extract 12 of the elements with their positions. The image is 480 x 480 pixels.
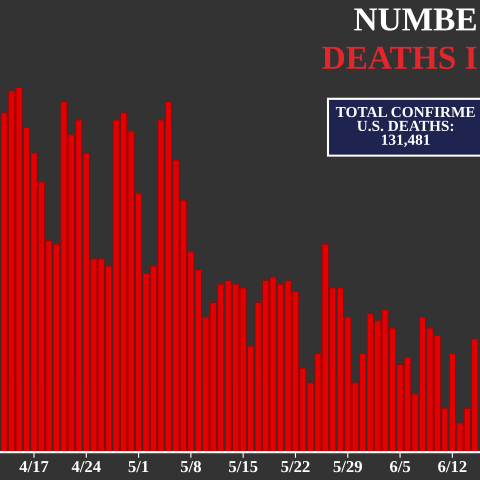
x-tick-label: 5/8: [180, 460, 201, 472]
x-tick-label: 6/5: [390, 461, 410, 472]
x-tick-label: 5/1: [128, 461, 148, 472]
x-tick-label: 5/22: [281, 461, 310, 472]
chart-subtitle: DEATHS I: [322, 46, 476, 70]
x-tick-label: 4/17: [19, 461, 48, 472]
x-tick-label: 5/15: [229, 461, 258, 472]
x-tick-label: 5/29: [334, 461, 362, 472]
chart-title: NUMBE: [354, 8, 476, 31]
x-tick-label: 4/24: [72, 461, 101, 472]
annotation: TOTAL CONFIRME U.S. DEATHS: 131,481: [336, 106, 475, 148]
x-tick-label: 6/12: [438, 461, 466, 472]
